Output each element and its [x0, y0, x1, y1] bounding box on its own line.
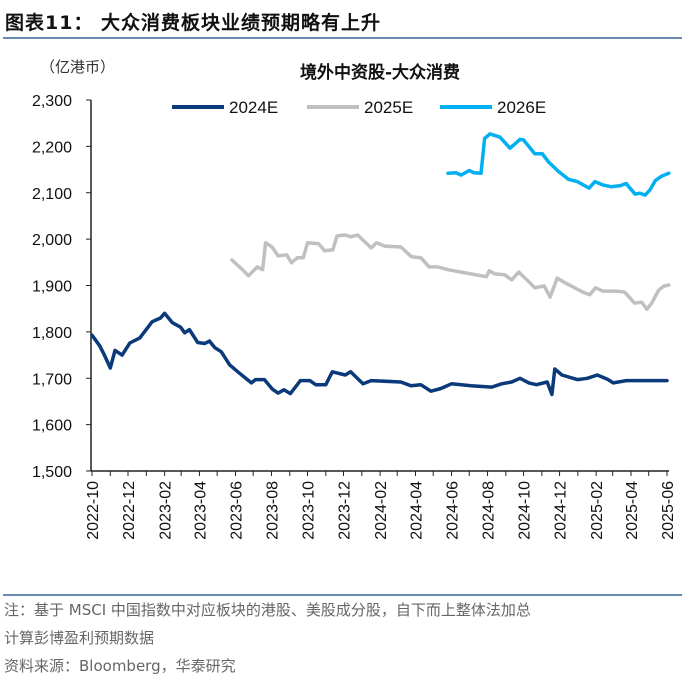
- x-tick-label: 2023-12: [336, 481, 353, 540]
- x-tick-label: 2023-10: [300, 481, 317, 540]
- x-tick-label: 2023-08: [264, 481, 281, 540]
- series-line-2026E: [446, 132, 671, 197]
- x-tick-label: 2025-02: [589, 481, 606, 540]
- footnote-line-1: 注：基于 MSCI 中国指数中对应板块的港股、美股成分股，自下而上整体法加总: [4, 601, 531, 619]
- y-tick-label: 1,500: [32, 464, 72, 481]
- x-tick-label: 2025-06: [660, 481, 677, 540]
- y-tick-label: 2,200: [32, 139, 72, 156]
- x-tick-label: 2022-10: [85, 481, 102, 540]
- x-tick-label: 2023-04: [192, 481, 209, 540]
- x-tick-label: 2024-04: [409, 481, 426, 540]
- source-note: 资料来源：Bloomberg，华泰研究: [4, 657, 236, 675]
- x-tick-label: 2024-12: [553, 481, 570, 540]
- y-tick-label: 1,800: [32, 325, 72, 342]
- x-tick-label: 2024-08: [481, 481, 498, 540]
- x-tick-label: 2024-02: [373, 481, 390, 540]
- x-tick-label: 2024-10: [517, 481, 534, 540]
- series-line-2025E: [230, 233, 671, 311]
- y-tick-label: 1,700: [32, 371, 72, 388]
- x-tick-label: 2023-06: [228, 481, 245, 540]
- y-tick-label: 2,100: [32, 186, 72, 203]
- y-tick-label: 1,600: [32, 418, 72, 435]
- y-tick-label: 1,900: [32, 279, 72, 296]
- x-tick-label: 2024-06: [445, 481, 462, 540]
- x-tick-label: 2023-02: [158, 481, 175, 540]
- legend-label-2024E: 2024E: [229, 98, 278, 117]
- footnote-line-2: 计算彭博盈利预期数据: [4, 629, 155, 647]
- footer-divider: [3, 594, 682, 596]
- x-tick-label: 2025-04: [624, 481, 641, 540]
- y-tick-label: 2,000: [32, 232, 72, 249]
- figure-title: 图表11： 大众消费板块业绩预期略有上升: [5, 12, 382, 34]
- series-line-2024E: [90, 311, 669, 397]
- x-tick-label: 2022-12: [121, 481, 138, 540]
- y-tick-label: 2,300: [32, 93, 72, 110]
- y-axis-unit-label: （亿港币）: [40, 58, 115, 76]
- chart-title: 境外中资股-大众消费: [300, 62, 460, 83]
- legend-label-2025E: 2025E: [364, 98, 413, 117]
- header-divider: [3, 37, 682, 39]
- legend-label-2026E: 2026E: [497, 98, 546, 117]
